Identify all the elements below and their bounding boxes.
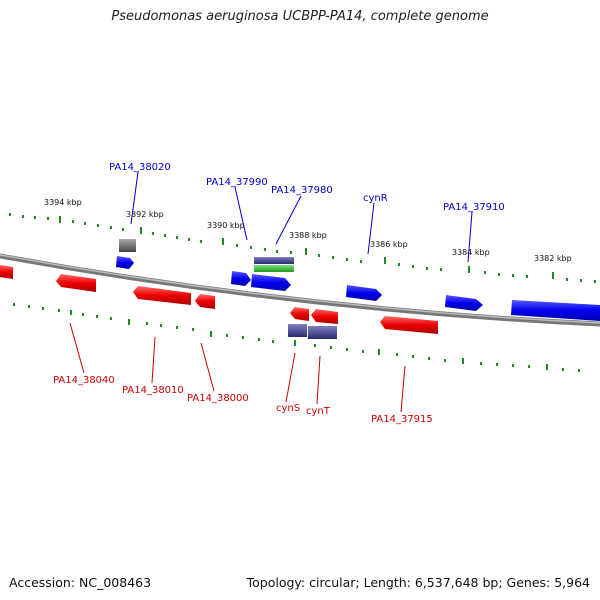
gene-label[interactable]: PA14_38010 (122, 385, 184, 396)
gene-arrow[interactable] (311, 309, 338, 324)
gene-label[interactable]: PA14_37980 (271, 185, 333, 196)
gene-label[interactable]: cynT (306, 406, 331, 417)
gene-box[interactable] (308, 326, 337, 339)
bottom-tick-scale (13, 303, 580, 372)
gene-arrow[interactable] (0, 265, 13, 279)
scale-label: 3394 kbp (44, 198, 82, 207)
top-tick-scale (9, 213, 596, 283)
gene-box[interactable] (119, 239, 136, 252)
top-gene-labels: PA14_38020 PA14_37990 PA14_37980 cynR PA… (109, 162, 505, 213)
reverse-genes (0, 265, 438, 339)
gene-arrow[interactable] (511, 300, 600, 321)
gene-arrow[interactable] (290, 307, 309, 321)
gene-arrow[interactable] (195, 294, 215, 309)
genome-backbone (0, 253, 600, 327)
topology-text: Topology: circular; Length: 6,537,648 bp… (246, 575, 590, 590)
scale-label: 3382 kbp (534, 254, 572, 263)
gene-label[interactable]: PA14_38000 (187, 393, 249, 404)
gene-label[interactable]: cynS (276, 403, 300, 414)
gene-label[interactable]: PA14_37910 (443, 202, 505, 213)
gene-label[interactable]: PA14_37915 (371, 414, 433, 425)
gene-arrow[interactable] (346, 285, 382, 301)
gene-label[interactable]: cynR (363, 193, 388, 204)
scale-label: 3386 kbp (370, 240, 408, 249)
scale-label: 3388 kbp (289, 231, 327, 240)
bottom-gene-labels: PA14_38040 PA14_38010 PA14_38000 cynS cy… (53, 375, 433, 425)
gene-arrow[interactable] (251, 274, 291, 291)
top-leader-lines (130, 171, 473, 263)
gene-arrow[interactable] (116, 256, 134, 269)
gene-label[interactable]: PA14_38040 (53, 375, 115, 386)
gene-arrow[interactable] (56, 274, 96, 292)
forward-genes (116, 239, 600, 321)
gene-box[interactable] (288, 324, 307, 337)
gene-label[interactable]: PA14_37990 (206, 177, 268, 188)
gene-label[interactable]: PA14_38020 (109, 162, 171, 173)
gene-arrow[interactable] (445, 295, 483, 311)
scale-label: 3390 kbp (207, 221, 245, 230)
genome-title: Pseudomonas aeruginosa UCBPP-PA14, compl… (111, 9, 489, 24)
gene-box[interactable] (254, 265, 294, 272)
gene-arrow[interactable] (380, 316, 438, 334)
accession-text: Accession: NC_008463 (9, 575, 152, 590)
scale-label: 3392 kbp (126, 210, 164, 219)
bottom-leader-lines (69, 322, 406, 413)
gene-arrow[interactable] (133, 286, 191, 305)
scale-label: 3384 kbp (452, 248, 490, 257)
scale-labels: 3394 kbp 3392 kbp 3390 kbp 3388 kbp 3386… (44, 198, 572, 263)
gene-arrow[interactable] (231, 271, 251, 286)
gene-box[interactable] (254, 257, 294, 264)
